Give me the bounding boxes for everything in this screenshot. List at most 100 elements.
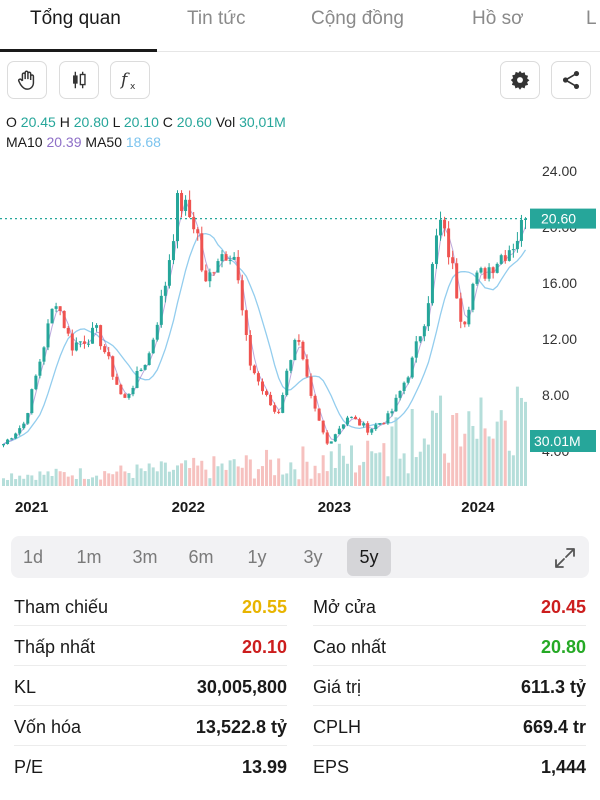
volume-bar: [240, 467, 244, 486]
candle-body: [22, 423, 26, 429]
candle-body: [475, 272, 479, 284]
candle-body: [192, 217, 196, 230]
volume-bar: [447, 462, 451, 486]
tab-tong-quan[interactable]: Tổng quan: [30, 8, 121, 29]
volume-bar: [370, 451, 374, 486]
volume-bar: [309, 478, 313, 486]
expand-icon[interactable]: [553, 546, 577, 575]
chart-type-button[interactable]: [59, 61, 99, 99]
volume-bar: [196, 465, 200, 486]
stat-pe: P/E 13.99: [14, 748, 287, 786]
volume-bar: [329, 451, 333, 486]
volume-bar: [459, 446, 463, 486]
candle-body: [131, 387, 135, 395]
volume-bar: [515, 386, 519, 486]
moving-average-legend: MA10 20.39 MA50 18.68: [6, 134, 161, 150]
candle-body: [82, 341, 86, 344]
stat-shares-outstanding: CPLH 669.4 tr: [313, 708, 586, 746]
stat-label: Vốn hóa: [14, 717, 82, 737]
stat-value: 20.45: [540, 597, 586, 617]
candle-body: [426, 303, 430, 327]
candle-body: [119, 384, 123, 395]
volume-bar: [115, 471, 119, 486]
candle-body: [402, 382, 406, 391]
volume-bar: [232, 459, 236, 486]
candle-body: [499, 255, 503, 264]
last-price-badge: [530, 208, 596, 229]
volume-bar: [6, 479, 10, 486]
candle-body: [62, 310, 66, 328]
candle-body: [495, 263, 499, 273]
candle-body: [515, 240, 519, 250]
volume-bar: [91, 477, 95, 486]
volume-bar: [293, 469, 297, 486]
volume-bar: [524, 401, 527, 486]
candle-body: [216, 261, 220, 273]
volume-bar: [192, 457, 196, 486]
volume-bar: [394, 417, 398, 486]
volume-bar: [155, 471, 159, 486]
range-1y[interactable]: 1y: [247, 547, 267, 567]
volume-bar: [430, 410, 434, 486]
volume-bar: [74, 478, 78, 486]
candle-body: [252, 365, 256, 374]
range-3m[interactable]: 3m: [132, 547, 158, 567]
share-button[interactable]: [551, 61, 591, 99]
volume-bar: [236, 466, 240, 486]
candle-body: [6, 439, 10, 445]
candle-body: [244, 310, 248, 335]
tab-ho-so[interactable]: Hồ sơ: [472, 8, 524, 29]
candle-body: [378, 423, 382, 425]
candle-body: [200, 233, 204, 271]
range-5y[interactable]: 5y: [347, 538, 391, 576]
candle-body: [345, 417, 349, 425]
tab-cong-dong[interactable]: Cộng đồng: [311, 8, 404, 29]
volume-bar: [451, 414, 455, 486]
settings-button[interactable]: [500, 61, 540, 99]
candle-body: [269, 394, 273, 406]
candle-body: [471, 283, 475, 310]
candle-body: [139, 369, 143, 372]
stat-label: Cao nhất: [313, 637, 387, 657]
range-1m[interactable]: 1m: [76, 547, 102, 567]
candle-body: [422, 326, 426, 337]
volume-bar: [402, 453, 406, 486]
volume-bar: [277, 458, 281, 486]
volume-bar: [390, 426, 394, 486]
tab-partial[interactable]: L: [586, 8, 597, 29]
range-3y[interactable]: 3y: [303, 547, 323, 567]
volume-bar: [212, 456, 216, 486]
price-chart[interactable]: 24.0020.0016.0012.008.004.0020.6030.01M2…: [0, 150, 600, 522]
volume-bar: [467, 411, 471, 486]
candle-body: [220, 254, 224, 262]
stat-label: P/E: [14, 757, 44, 777]
volume-bar: [2, 478, 5, 486]
candle-body: [212, 272, 216, 274]
range-6m[interactable]: 6m: [188, 547, 214, 567]
stat-low: Thấp nhất 20.10: [14, 628, 287, 666]
volume-bar: [273, 475, 277, 486]
volume-bar: [443, 453, 447, 486]
hand-cursor-button[interactable]: [7, 61, 47, 99]
candle-body: [74, 342, 78, 351]
volume-bar: [495, 421, 499, 486]
candle-body: [147, 353, 151, 366]
candle-body: [459, 298, 463, 322]
range-1d[interactable]: 1d: [22, 547, 44, 567]
volume-bar: [487, 436, 491, 486]
active-tab-indicator: [0, 49, 157, 52]
volume-bar: [313, 465, 317, 486]
candle-body: [350, 416, 353, 418]
volume-bar: [86, 479, 90, 486]
last-price-label: 20.60: [541, 211, 576, 227]
tab-tin-tuc[interactable]: Tin tức: [187, 8, 246, 29]
candle-body: [135, 371, 139, 388]
volume-bar: [99, 479, 103, 486]
volume-bar: [167, 471, 171, 486]
volume-bar: [366, 440, 370, 486]
candle-body: [305, 359, 309, 377]
volume-bar: [208, 478, 212, 486]
candle-body: [358, 419, 362, 426]
